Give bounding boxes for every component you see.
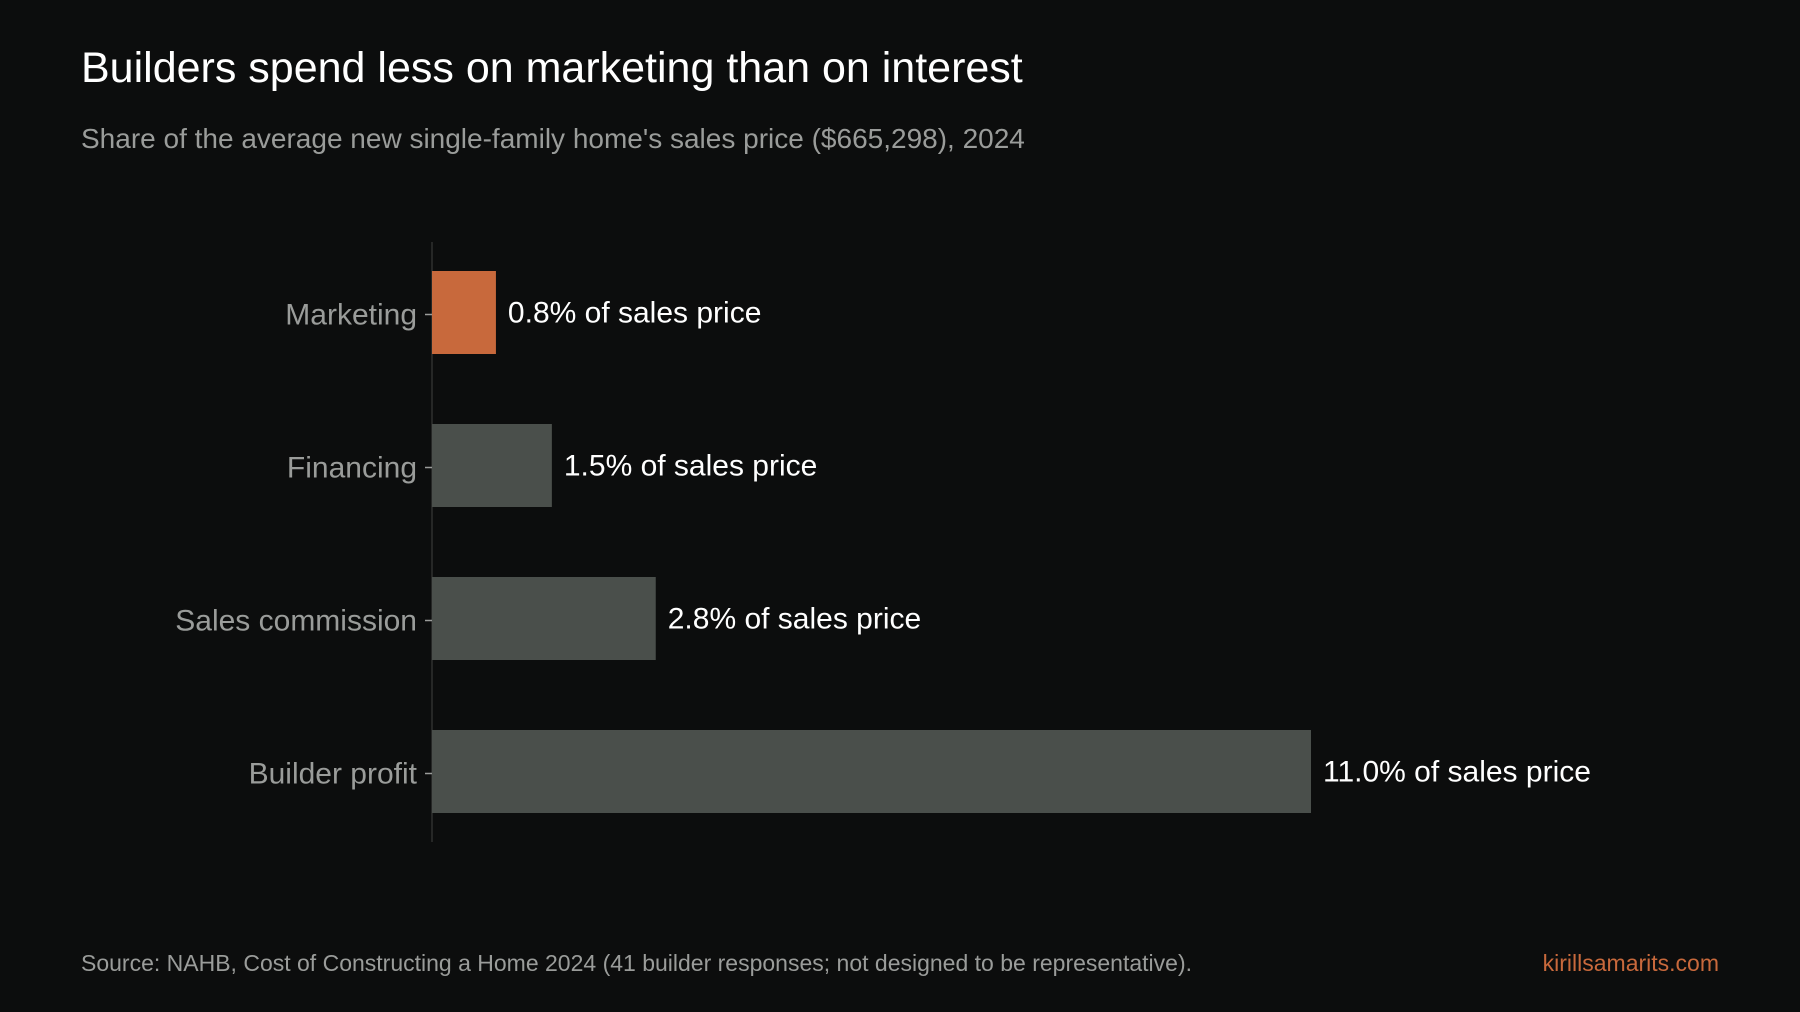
value-label: 0.8% of sales price [508,297,761,330]
value-label: 1.5% of sales price [564,450,817,483]
bar-sales-commission [432,577,656,660]
category-label: Sales commission [175,605,417,638]
credit-link[interactable]: kirillsamarits.com [1542,950,1719,976]
bar-marketing [432,271,496,354]
chart-title: Builders spend less on marketing than on… [81,44,1023,92]
category-label: Financing [287,452,417,485]
value-label: 11.0% of sales price [1323,756,1591,789]
value-label: 2.8% of sales price [668,603,921,636]
bar-financing [432,424,552,507]
category-label: Marketing [285,299,417,332]
bar-builder-profit [432,730,1311,813]
category-label: Builder profit [249,758,418,791]
source-note: Source: NAHB, Cost of Constructing a Hom… [81,950,1192,976]
chart-subtitle: Share of the average new single-family h… [81,123,1025,154]
